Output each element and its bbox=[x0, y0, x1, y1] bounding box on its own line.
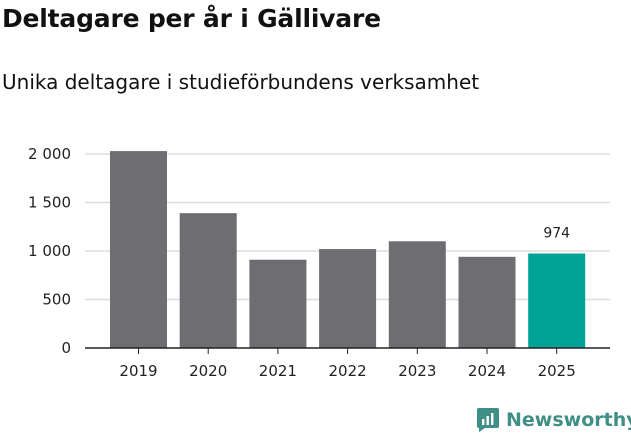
y-tick-label: 2 000 bbox=[28, 145, 71, 163]
bar-2024 bbox=[458, 256, 516, 348]
bar-2020 bbox=[179, 213, 237, 348]
y-tick-label: 0 bbox=[61, 339, 71, 357]
bar-2021 bbox=[249, 259, 307, 348]
x-tick-label: 2021 bbox=[259, 362, 297, 380]
y-tick-label: 1 500 bbox=[28, 194, 71, 212]
x-tick-label: 2025 bbox=[538, 362, 576, 380]
x-tick-label: 2020 bbox=[189, 362, 227, 380]
bar-2019 bbox=[110, 151, 167, 348]
bar-2025 bbox=[528, 253, 586, 348]
chart-subtitle: Unika deltagare i studieförbundens verks… bbox=[2, 70, 480, 94]
x-tick-label: 2019 bbox=[119, 362, 157, 380]
newsworthy-logo-icon bbox=[477, 408, 499, 432]
bar-2022 bbox=[319, 249, 377, 348]
chart-title: Deltagare per år i Gällivare bbox=[2, 4, 381, 33]
y-tick-label: 500 bbox=[42, 291, 71, 309]
bar-2023 bbox=[388, 241, 446, 348]
x-tick-label: 2024 bbox=[468, 362, 506, 380]
y-tick-label: 1 000 bbox=[28, 242, 71, 260]
bar-chart: 0 500 1 000 1 500 2 000 2019 2020 2021 2022 2023 2… bbox=[28, 145, 610, 380]
data-label: 974 bbox=[543, 226, 570, 242]
x-tick-label: 2023 bbox=[398, 362, 436, 380]
brand-name: Newsworthy bbox=[506, 409, 631, 431]
x-tick-label: 2022 bbox=[329, 362, 367, 380]
newsworthy-logo: Newsworthy bbox=[476, 407, 631, 433]
